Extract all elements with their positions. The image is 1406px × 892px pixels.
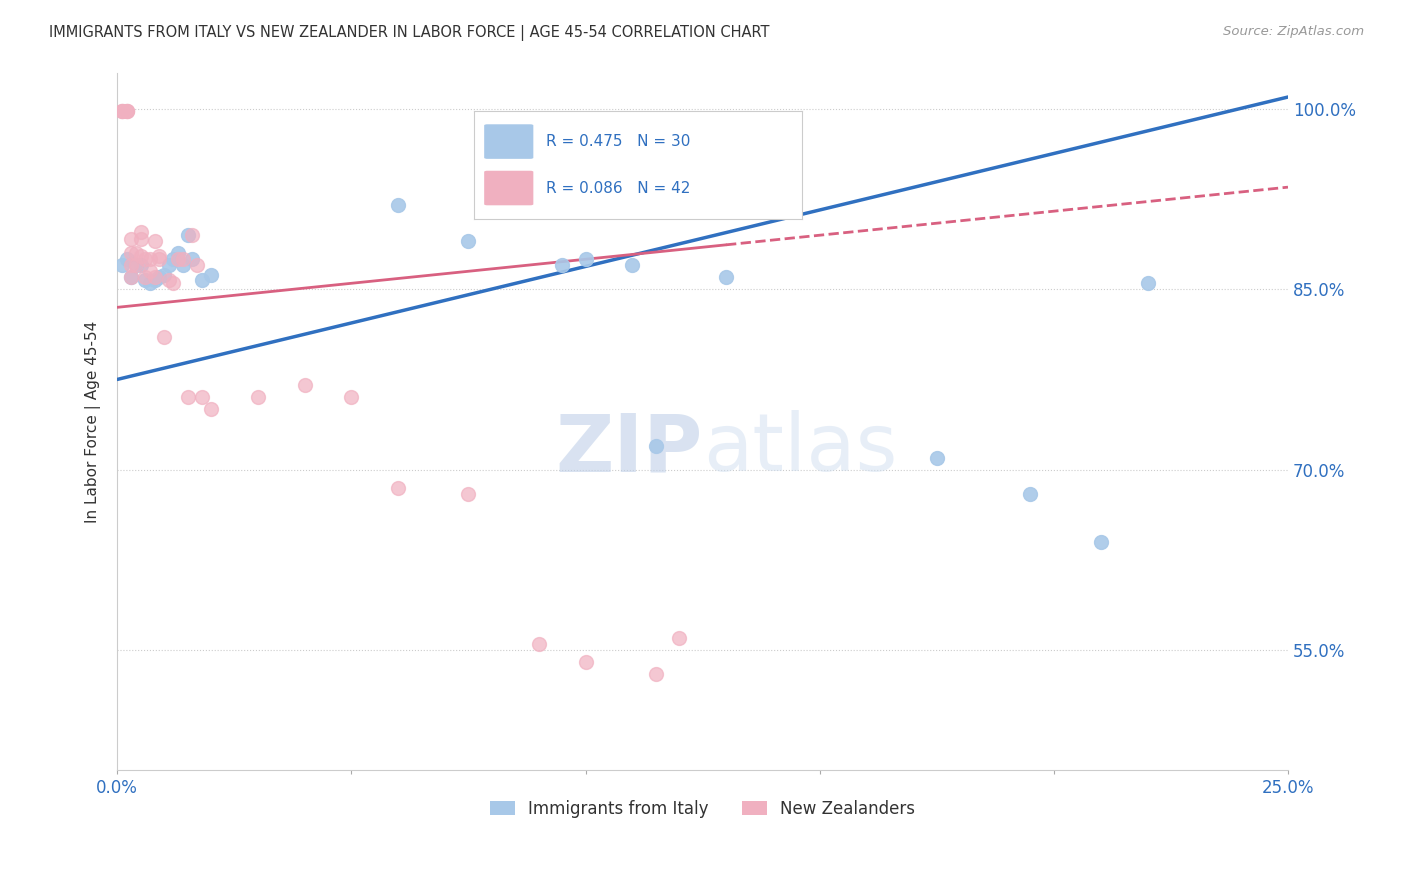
- Point: [190, 391, 212, 405]
- Point: [157, 273, 180, 287]
- Point: [574, 252, 596, 267]
- Point: [186, 258, 208, 272]
- Point: [162, 252, 184, 267]
- Point: [134, 252, 156, 267]
- Point: [134, 273, 156, 287]
- Point: [505, 198, 527, 212]
- Point: [115, 104, 138, 119]
- Point: [644, 666, 666, 681]
- Point: [143, 270, 166, 285]
- Y-axis label: In Labor Force | Age 45-54: In Labor Force | Age 45-54: [86, 320, 101, 523]
- Point: [129, 232, 152, 246]
- Point: [176, 391, 198, 405]
- Point: [176, 228, 198, 243]
- Point: [129, 225, 152, 239]
- Point: [172, 258, 194, 272]
- Point: [551, 258, 574, 272]
- Point: [1090, 534, 1112, 549]
- Point: [129, 258, 152, 272]
- Point: [162, 277, 184, 291]
- Point: [143, 234, 166, 248]
- Point: [172, 252, 194, 267]
- Point: [167, 252, 190, 267]
- Point: [139, 277, 162, 291]
- Point: [134, 270, 156, 285]
- Point: [115, 104, 138, 119]
- Text: IMMIGRANTS FROM ITALY VS NEW ZEALANDER IN LABOR FORCE | AGE 45-54 CORRELATION CH: IMMIGRANTS FROM ITALY VS NEW ZEALANDER I…: [49, 25, 769, 41]
- Point: [148, 249, 170, 263]
- Point: [148, 252, 170, 267]
- Point: [457, 486, 479, 500]
- Point: [294, 378, 316, 392]
- Point: [200, 402, 222, 417]
- Point: [120, 246, 142, 260]
- Point: [139, 252, 162, 267]
- Point: [644, 438, 666, 452]
- Point: [181, 228, 204, 243]
- Point: [153, 330, 176, 344]
- Point: [129, 249, 152, 263]
- Point: [120, 258, 142, 272]
- Point: [120, 270, 142, 285]
- Point: [115, 104, 138, 119]
- Point: [714, 270, 737, 285]
- Point: [143, 273, 166, 287]
- Point: [153, 268, 176, 282]
- Point: [181, 252, 204, 267]
- Point: [125, 258, 148, 272]
- Legend: Immigrants from Italy, New Zealanders: Immigrants from Italy, New Zealanders: [484, 793, 922, 824]
- Point: [340, 391, 363, 405]
- Point: [387, 481, 409, 495]
- Point: [387, 198, 409, 212]
- Point: [125, 258, 148, 272]
- Point: [115, 252, 138, 267]
- Point: [1019, 486, 1042, 500]
- Point: [111, 104, 134, 119]
- Point: [157, 258, 180, 272]
- Point: [111, 104, 134, 119]
- Point: [200, 268, 222, 282]
- Point: [111, 258, 134, 272]
- Point: [139, 264, 162, 278]
- Point: [1136, 277, 1159, 291]
- Point: [120, 232, 142, 246]
- Point: [111, 104, 134, 119]
- Text: atlas: atlas: [703, 410, 897, 488]
- Point: [668, 631, 690, 645]
- Point: [527, 637, 550, 651]
- Point: [125, 246, 148, 260]
- Point: [457, 234, 479, 248]
- Point: [621, 258, 644, 272]
- Point: [574, 655, 596, 669]
- Point: [925, 450, 948, 465]
- Point: [167, 246, 190, 260]
- Point: [246, 391, 269, 405]
- Point: [190, 273, 212, 287]
- Point: [120, 270, 142, 285]
- Text: Source: ZipAtlas.com: Source: ZipAtlas.com: [1223, 25, 1364, 38]
- Point: [148, 270, 170, 285]
- Text: ZIP: ZIP: [555, 410, 703, 488]
